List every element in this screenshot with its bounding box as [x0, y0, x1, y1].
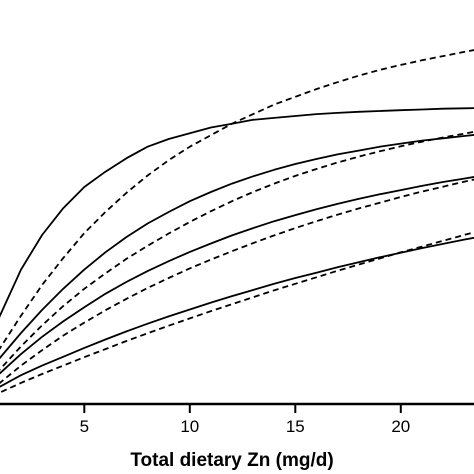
- x-tick-label: 20: [391, 417, 410, 436]
- x-tick-label: 5: [80, 417, 89, 436]
- series-line-3-solid: [0, 134, 474, 360]
- series-line-6-dashed: [0, 178, 474, 384]
- plot-area: [0, 49, 474, 394]
- series-line-5-solid: [0, 176, 474, 375]
- x-tick-label: 15: [286, 417, 305, 436]
- x-axis-ticks: 5 10 15 20: [80, 404, 410, 436]
- series-line-4-dashed: [0, 130, 474, 371]
- series-line-2-dashed: [0, 49, 474, 350]
- x-axis-title: Total dietary Zn (mg/d): [130, 450, 333, 471]
- series-line-7-solid: [0, 236, 474, 388]
- series-line-8-dashed: [0, 231, 474, 394]
- x-tick-label: 10: [180, 417, 199, 436]
- series-line-1-solid: [0, 107, 474, 318]
